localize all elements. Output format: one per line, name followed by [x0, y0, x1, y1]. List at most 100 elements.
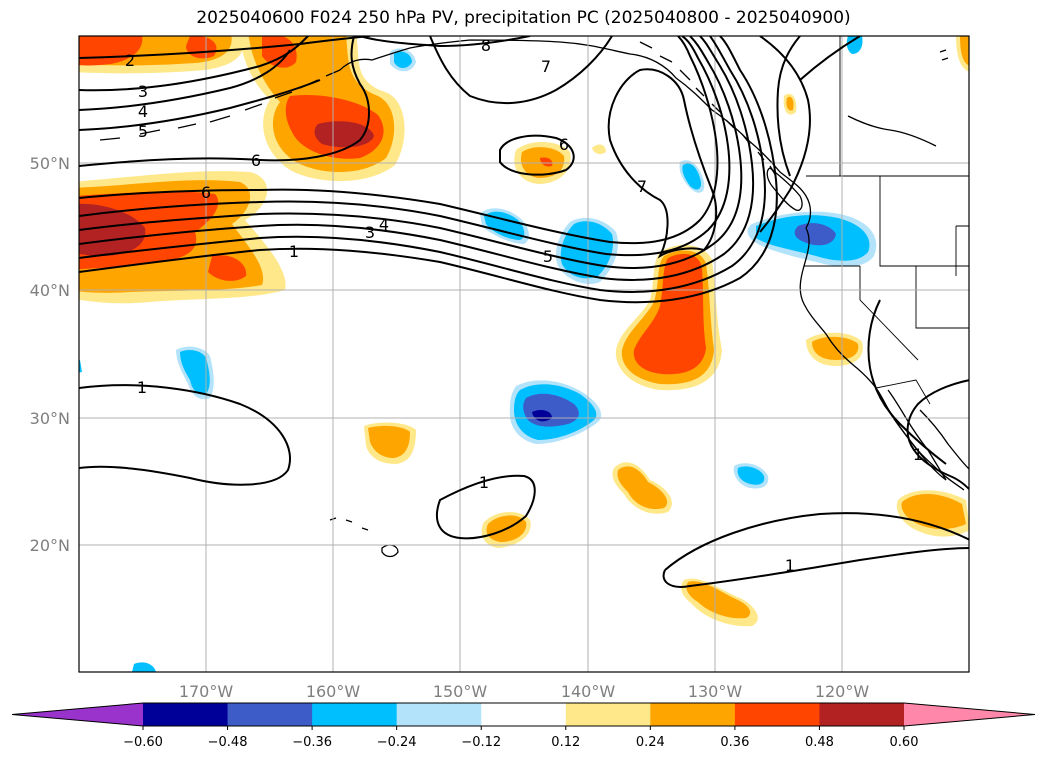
colorbar-segment: [734, 703, 820, 726]
pv-contour-1-coast2: [867, 299, 947, 465]
precip-area-small: [960, 36, 969, 66]
graticule: [79, 36, 969, 672]
pv-contour-2: [79, 36, 371, 59]
colorbar-tick-label: −0.12: [461, 735, 501, 750]
precip-area-negative: [846, 36, 863, 54]
contour-label: 1: [289, 242, 299, 261]
pv-contour-east3: [799, 36, 861, 81]
pv-contour-main-5: [79, 36, 731, 257]
chart-title: 2025040600 F024 250 hPa PV, precipitatio…: [196, 8, 851, 28]
colorbar: [11, 702, 1036, 727]
map-frame: [78, 35, 970, 673]
contour-label: 8: [481, 36, 491, 55]
pv-contour-4: [79, 49, 291, 111]
colorbar-segment: [481, 703, 567, 726]
precip-area-small: [686, 581, 751, 619]
precip-area-small: [617, 466, 668, 510]
pv-contour-main-4: [79, 36, 743, 269]
contour-label: 1: [137, 378, 147, 397]
pv-contour-5: [79, 79, 321, 131]
pv-contour-7: [429, 36, 613, 105]
precip-area-west: [208, 255, 247, 281]
contour-label: 6: [251, 151, 261, 170]
colorbar-segment: [565, 703, 651, 726]
colorbar-tick-label: −0.60: [123, 735, 163, 750]
political-boundaries: [804, 36, 969, 405]
lon-tick: 140°W: [561, 682, 616, 701]
colorbar-segment: [650, 703, 736, 726]
colorbar-segment: [143, 703, 229, 726]
colorbar-segment: [396, 703, 482, 726]
colorbar-segment: [312, 703, 398, 726]
precip-area-west: [79, 203, 146, 256]
contour-label: 5: [543, 247, 553, 266]
lon-tick: 160°W: [306, 682, 361, 701]
lon-tick: 170°W: [179, 682, 234, 701]
precip-area-negative: [682, 163, 702, 190]
precip-area-gulf: [262, 36, 297, 68]
contour-label: 5: [138, 122, 148, 141]
precip-area-negative: [394, 51, 412, 68]
colorbar-tick-label: 0.48: [805, 735, 834, 750]
pv-contour-3: [79, 36, 309, 92]
colorbar-tick-label: −0.24: [377, 735, 417, 750]
lat-tick: 40°N: [30, 281, 70, 300]
lat-tick-labels: 50°N 40°N 30°N 20°N: [30, 154, 70, 555]
precip-area-negative: [737, 466, 765, 485]
precip-area-small: [812, 336, 859, 360]
precip-area-small: [592, 144, 606, 155]
colorbar-tick-label: 0.36: [720, 735, 749, 750]
contour-label: 6: [559, 135, 569, 154]
lon-tick: 120°W: [815, 682, 870, 701]
precip-area-negative: [532, 410, 552, 422]
precip-area-small: [786, 96, 794, 111]
contour-label: 3: [138, 82, 148, 101]
colorbar-tick-label: −0.36: [292, 735, 332, 750]
precip-area-small: [540, 157, 553, 167]
pv-contour-main-2: [79, 36, 766, 293]
colorbar-extend-high: [904, 703, 1035, 726]
pv-contour-main-1: [79, 36, 778, 304]
contour-label: 7: [541, 57, 551, 76]
pv-contour-east: [759, 36, 811, 233]
lat-tick: 50°N: [30, 154, 70, 173]
lon-tick: 150°W: [433, 682, 488, 701]
contour-label: 6: [201, 183, 211, 202]
pv-contour-6: [79, 36, 370, 167]
precip-area-negative: [79, 360, 82, 373]
colorbar-extend-low: [12, 703, 143, 726]
lat-tick: 20°N: [30, 536, 70, 555]
pv-contour-6b: [499, 134, 575, 176]
colorbar-ticks: −0.60 −0.48 −0.36 −0.24 −0.12 0.12 0.24 0.36 0.4…: [123, 726, 918, 750]
colorbar-tick-label: 0.24: [636, 735, 665, 750]
colorbar-segment: [819, 703, 905, 726]
pv-contour-1-se2: [662, 547, 969, 588]
map-area: 2 3 4 5 6 6 8 7 6 7 4 3 1 5 1 1 1 1: [79, 36, 969, 672]
pv-contour-1-west: [79, 384, 291, 486]
pv-contour-1-south: [435, 474, 536, 540]
lon-tick: 130°W: [688, 682, 743, 701]
colorbar-tick-label: 0.12: [551, 735, 580, 750]
pv-contour-main-6: [79, 36, 719, 245]
contour-label: 1: [913, 445, 923, 464]
precip-area-negative: [484, 211, 525, 240]
colorbar-segment: [227, 703, 313, 726]
pv-contour-8: [359, 36, 531, 48]
pv-contour-7b: [607, 68, 718, 259]
pv-contour-east2: [776, 36, 801, 177]
precip-positive-areas: [79, 36, 969, 627]
pv-contour-labels: 2 3 4 5 6 6 8 7 6 7 4 3 1 5 1 1 1 1: [125, 36, 923, 575]
pv-contour-main-3: [79, 36, 755, 281]
contour-label: 4: [379, 215, 389, 234]
lat-tick: 30°N: [30, 409, 70, 428]
lon-tick-labels: 170°W 160°W 150°W 140°W 130°W 120°W: [179, 682, 870, 701]
colorbar-tick-label: 0.60: [890, 735, 919, 750]
contour-label: 7: [637, 177, 647, 196]
contour-label: 3: [365, 223, 375, 242]
precip-area-negative: [132, 662, 156, 672]
precip-area-negative: [180, 350, 210, 395]
pv-contours: [79, 36, 969, 588]
precip-area-small: [368, 425, 410, 458]
contour-label: 4: [138, 102, 148, 121]
